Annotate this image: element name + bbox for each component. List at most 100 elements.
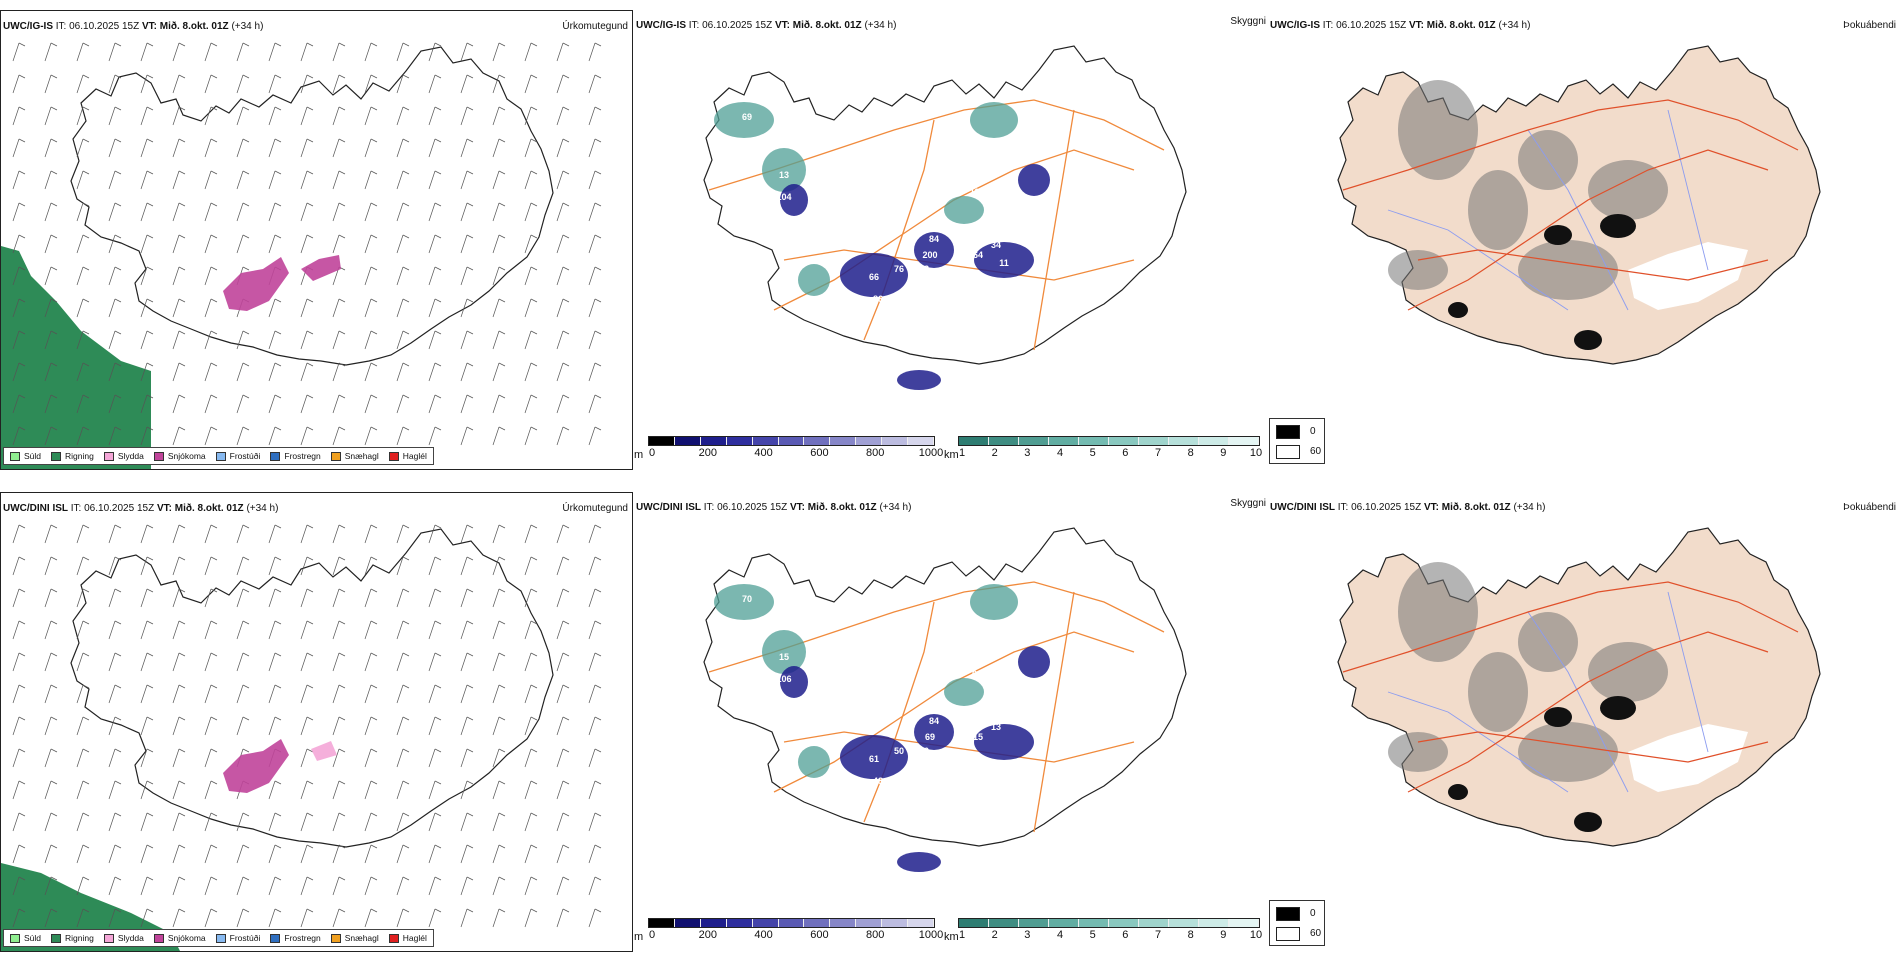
wind-barb	[108, 812, 116, 832]
wind-barb	[268, 652, 276, 672]
wind-barb	[588, 426, 596, 446]
wind-barb-flag	[146, 362, 154, 367]
wind-barb-flag	[146, 234, 154, 239]
colorbar-step	[1169, 919, 1199, 927]
wind-barb-flag	[370, 684, 378, 689]
wind-barb	[492, 106, 500, 126]
wind-barb-flag	[50, 556, 58, 561]
wind-barb	[108, 780, 116, 800]
wind-barb	[140, 298, 148, 318]
wind-barb	[396, 556, 404, 576]
wind-barb-flag	[530, 298, 538, 303]
wind-barb-flag	[370, 394, 378, 399]
wind-barb-flag	[82, 524, 90, 529]
precip-legend-item: Snjókoma	[153, 933, 206, 943]
wind-barb-flag	[146, 748, 154, 753]
wind-barb-flag	[434, 844, 442, 849]
wind-barb	[140, 234, 148, 254]
wind-barb-flag	[242, 426, 250, 431]
wind-barb	[588, 170, 596, 190]
wind-barb	[44, 684, 52, 704]
road-line	[863, 119, 935, 341]
wind-barb-flag	[50, 138, 58, 143]
wind-barb	[236, 138, 244, 158]
wind-barb	[524, 908, 532, 928]
wind-barb-flag	[466, 652, 474, 657]
wind-barb	[492, 138, 500, 158]
wind-barb	[172, 844, 180, 864]
precip-type-tag: Úrkomutegund	[562, 503, 628, 514]
colorbar-step	[830, 919, 857, 927]
wind-barb	[300, 908, 308, 928]
wind-barb	[172, 298, 180, 318]
wind-barb	[76, 234, 84, 254]
wind-barb	[428, 234, 436, 254]
precip-legend-label: Haglél	[402, 933, 427, 943]
wind-barb	[204, 234, 212, 254]
road-line	[783, 249, 1135, 281]
iceland-fog-map	[1337, 527, 1821, 847]
wind-barb-flag	[178, 138, 186, 143]
wind-barb-flag	[50, 298, 58, 303]
wind-barb	[588, 362, 596, 382]
wind-barb-flag	[466, 426, 474, 431]
fog-legend-light	[1276, 927, 1300, 941]
wind-barb-flag	[82, 652, 90, 657]
wind-barb-flag	[466, 266, 474, 271]
wind-barb-flag	[178, 330, 186, 335]
wind-barb-flag	[402, 42, 410, 47]
wind-barb	[44, 748, 52, 768]
wind-barb	[172, 908, 180, 928]
road-line	[1342, 581, 1799, 673]
wind-barb	[236, 588, 244, 608]
wind-barb	[428, 748, 436, 768]
wind-barb-flag	[370, 844, 378, 849]
wind-barb	[140, 138, 148, 158]
wind-barb	[236, 876, 244, 896]
cloudbase-label: 56	[907, 390, 917, 400]
wind-barb-flag	[594, 394, 602, 399]
cloudbase-label: 71	[764, 140, 774, 150]
wind-barb	[524, 394, 532, 414]
wind-barb	[204, 908, 212, 928]
wind-barb-flag	[114, 426, 122, 431]
wind-barb-flag	[242, 844, 250, 849]
wind-barb-flag	[434, 362, 442, 367]
cloudbase-label: 86	[873, 294, 883, 304]
wind-barb	[460, 426, 468, 446]
wind-barb-flag	[242, 684, 250, 689]
wind-barb	[44, 202, 52, 222]
wind-barb-flag	[82, 74, 90, 79]
low-visibility-area	[714, 102, 774, 138]
wind-barb	[108, 234, 116, 254]
wind-barb	[108, 844, 116, 864]
wind-barb	[492, 780, 500, 800]
wind-barb-flag	[50, 652, 58, 657]
wind-barb-flag	[178, 234, 186, 239]
wind-barb	[524, 876, 532, 896]
wind-barb-flag	[146, 138, 154, 143]
colorbar-tick-label: 2	[991, 929, 998, 941]
colorbar-step	[1019, 437, 1049, 445]
wind-barb-flag	[50, 812, 58, 817]
wind-barb-flag	[402, 716, 410, 721]
wind-barb	[12, 556, 20, 576]
wind-barb-flag	[434, 426, 442, 431]
wind-barb-flag	[274, 234, 282, 239]
wind-barb	[44, 620, 52, 640]
wind-barb	[12, 876, 20, 896]
wind-barb-flag	[466, 844, 474, 849]
wind-barb	[556, 74, 564, 94]
wind-barb-flag	[274, 876, 282, 881]
wind-barb-flag	[82, 876, 90, 881]
precip-legend-label: Rigning	[65, 933, 94, 943]
wind-barb-flag	[466, 620, 474, 625]
visibility-colorbar: km 1 2 3 4 5 6 7 8 9 10	[944, 436, 1264, 466]
wind-barb-flag	[594, 780, 602, 785]
river-line	[1527, 129, 1629, 311]
wind-barb-flag	[370, 524, 378, 529]
wind-barb-flag	[402, 362, 410, 367]
wind-barb-flag	[178, 556, 186, 561]
wind-barb	[588, 394, 596, 414]
wind-barb	[140, 394, 148, 414]
